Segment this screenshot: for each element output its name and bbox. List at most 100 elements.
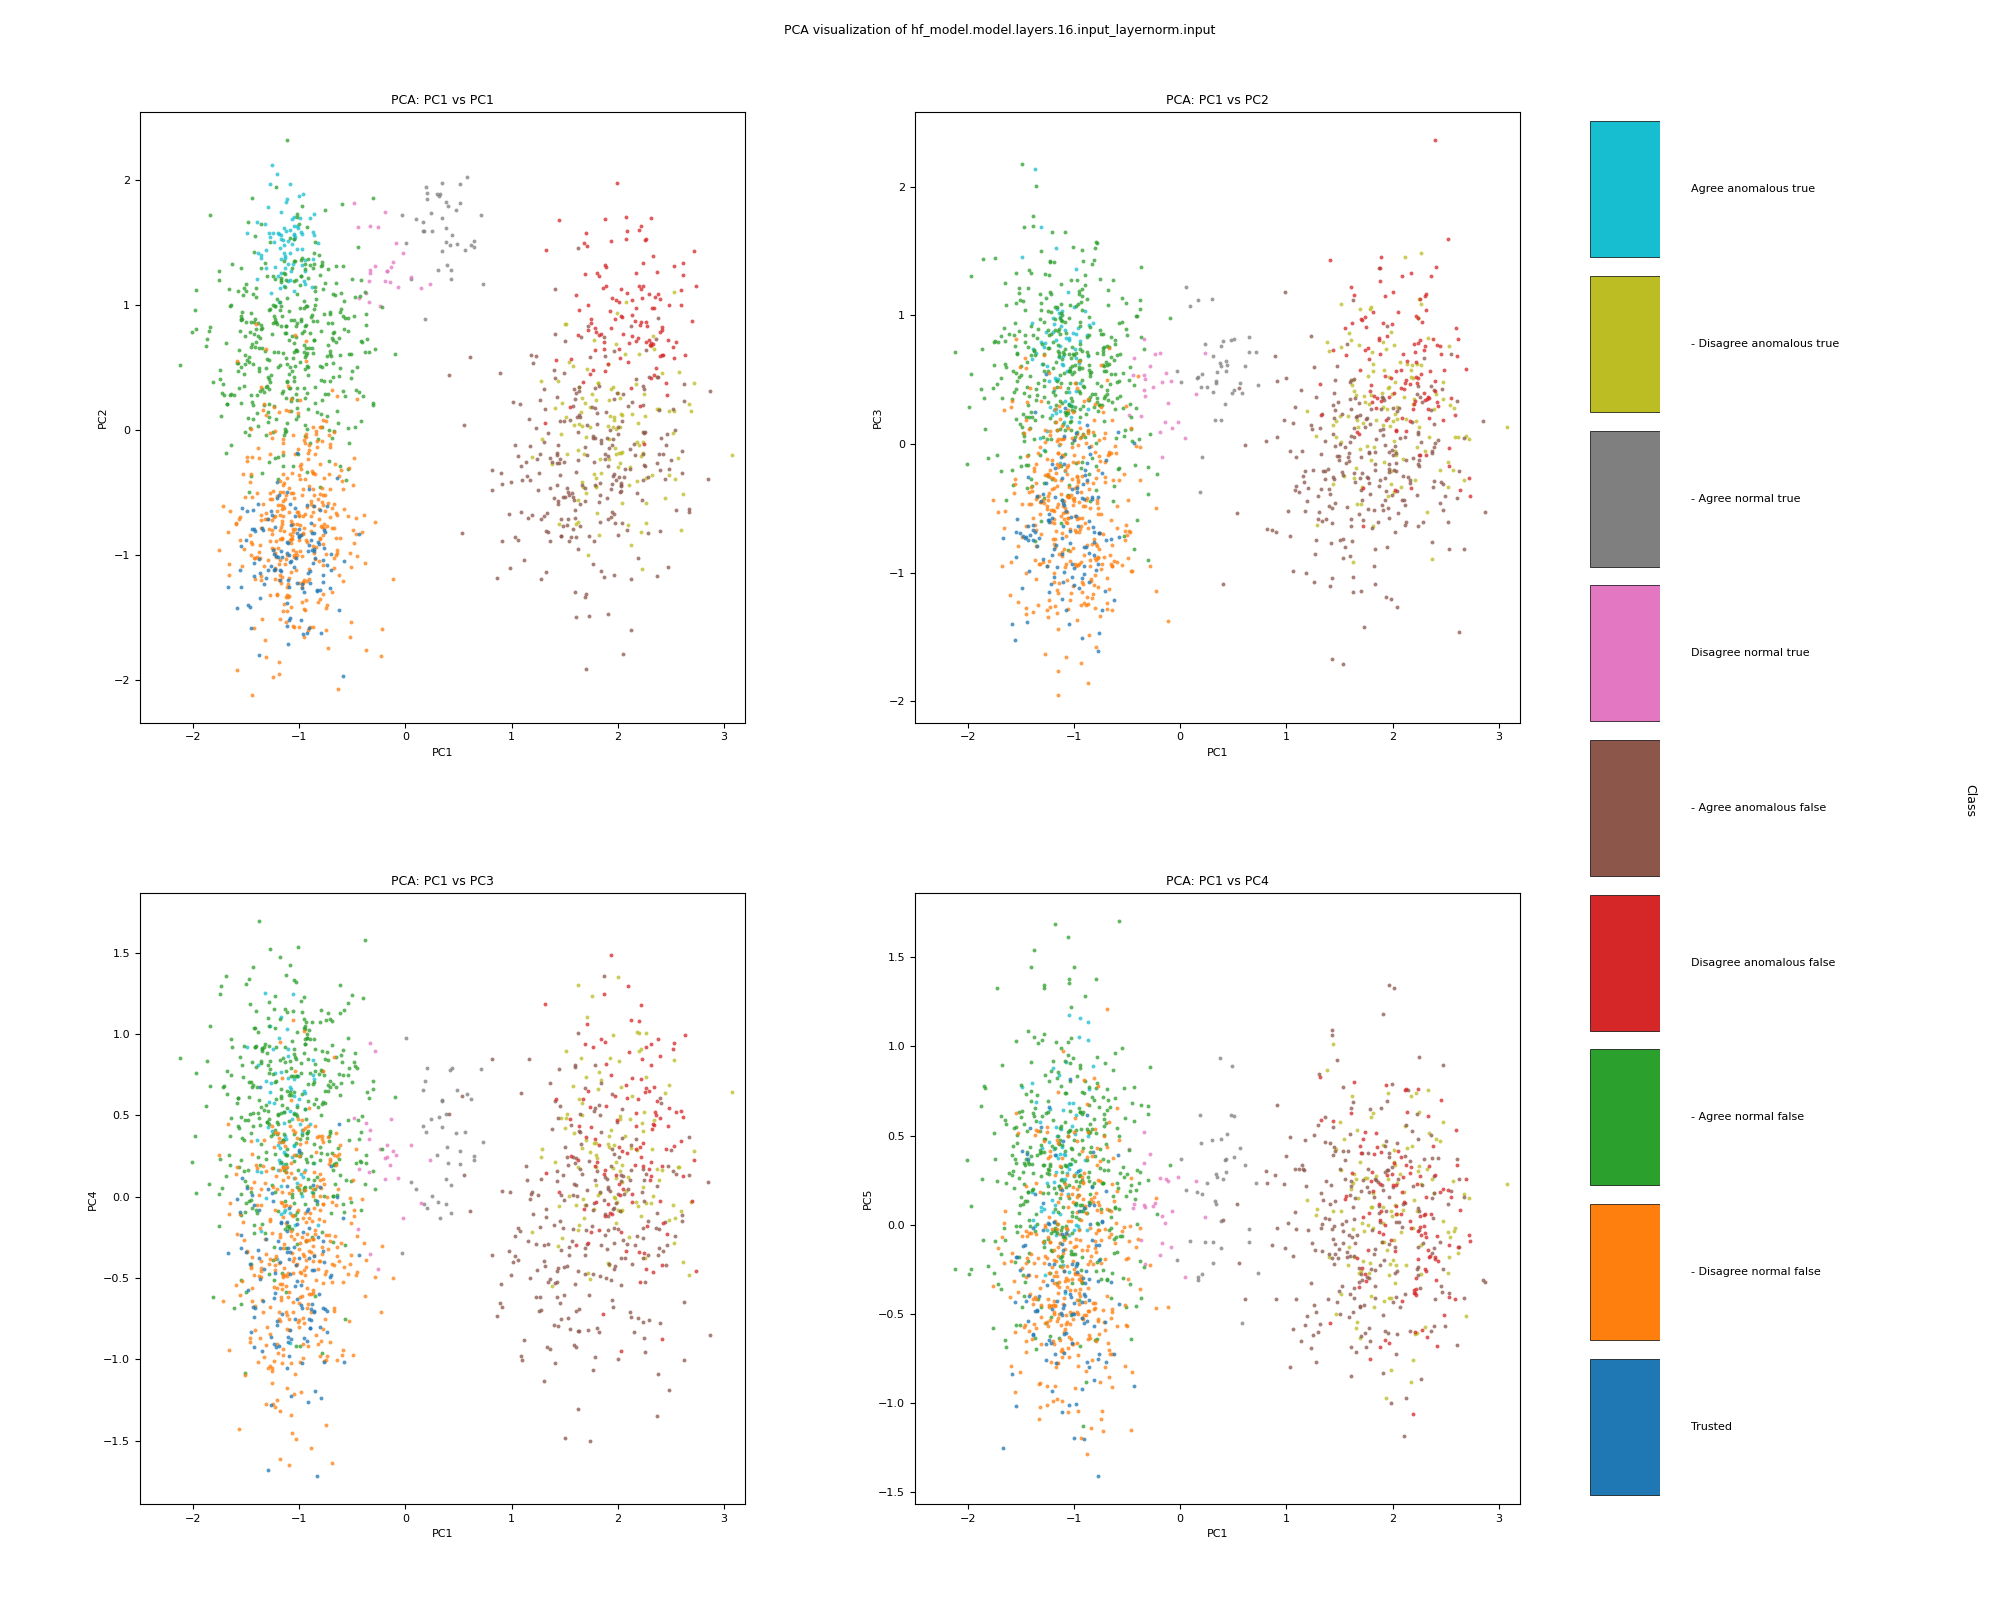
Point: [1376, 1203, 1408, 1229]
Point: [266, 472, 298, 498]
Point: [1390, 418, 1422, 443]
Point: [1258, 1162, 1290, 1187]
Point: [336, 1210, 368, 1235]
Point: [1082, 443, 1114, 469]
Point: [1020, 376, 1052, 402]
Point: [536, 450, 568, 475]
Point: [566, 398, 598, 424]
Point: [1382, 1166, 1414, 1192]
Point: [1442, 1152, 1474, 1178]
Point: [296, 309, 328, 334]
Point: [1028, 1128, 1060, 1154]
Point: [546, 1214, 578, 1240]
Point: [1442, 619, 1474, 645]
Point: [246, 1338, 278, 1363]
Point: [220, 595, 252, 621]
Point: [568, 230, 600, 256]
Point: [1096, 1269, 1128, 1294]
Point: [584, 1232, 616, 1258]
Point: [1032, 493, 1064, 518]
Point: [264, 526, 296, 552]
Point: [1030, 330, 1062, 355]
Point: [1050, 309, 1082, 334]
Point: [374, 1107, 406, 1133]
Point: [1408, 1221, 1440, 1246]
Point: [552, 1243, 584, 1269]
Point: [1114, 1214, 1146, 1240]
Point: [1426, 342, 1458, 368]
Point: [498, 389, 530, 414]
Point: [436, 222, 468, 248]
Point: [1052, 1163, 1084, 1189]
Point: [1052, 474, 1084, 499]
Point: [290, 328, 322, 354]
Point: [278, 1246, 310, 1272]
Point: [1326, 1074, 1358, 1099]
Point: [526, 566, 558, 592]
Point: [1380, 1202, 1412, 1227]
Point: [282, 1107, 314, 1133]
Point: [1376, 443, 1408, 469]
Point: [1018, 203, 1050, 229]
Point: [1314, 1243, 1346, 1269]
Point: [1060, 606, 1092, 632]
Point: [624, 1134, 656, 1160]
Point: [210, 331, 242, 357]
Point: [310, 1298, 342, 1323]
Point: [1144, 1242, 1176, 1267]
Point: [282, 1198, 314, 1224]
Point: [1046, 352, 1078, 378]
Point: [270, 1016, 302, 1042]
Point: [258, 1189, 290, 1214]
Point: [1368, 387, 1400, 413]
Point: [1402, 1256, 1434, 1282]
Point: [1008, 525, 1040, 550]
Point: [562, 1218, 594, 1243]
Point: [250, 627, 282, 653]
Point: [1090, 1110, 1122, 1136]
Point: [1058, 1090, 1090, 1115]
Point: [290, 1147, 322, 1173]
Point: [430, 253, 462, 278]
Point: [292, 568, 324, 594]
Point: [1060, 502, 1092, 528]
Point: [1028, 1229, 1060, 1254]
Point: [264, 557, 296, 582]
Point: [552, 528, 584, 554]
Point: [634, 1078, 666, 1104]
Point: [1072, 1200, 1104, 1226]
Point: [1002, 275, 1034, 301]
Point: [1004, 1213, 1036, 1238]
Point: [204, 981, 236, 1006]
Point: [238, 238, 270, 264]
Point: [512, 1227, 544, 1253]
Point: [256, 1371, 288, 1397]
Point: [326, 477, 358, 502]
Point: [254, 390, 286, 416]
Point: [1148, 1211, 1180, 1237]
Point: [580, 474, 612, 499]
Point: [1198, 379, 1230, 405]
Point: [1120, 453, 1152, 478]
Point: [1042, 1146, 1074, 1171]
Point: [1374, 365, 1406, 390]
Point: [1334, 512, 1366, 538]
Point: [222, 338, 254, 363]
Point: [1000, 1312, 1032, 1338]
Point: [1346, 1267, 1378, 1293]
Point: [366, 1136, 398, 1162]
Point: [1072, 1123, 1104, 1149]
Point: [678, 1147, 710, 1173]
Point: [642, 1362, 674, 1387]
Point: [286, 571, 318, 597]
Point: [274, 1213, 306, 1238]
Point: [1078, 395, 1110, 421]
Point: [550, 1134, 582, 1160]
Point: [1026, 1291, 1058, 1317]
Point: [312, 381, 344, 406]
Point: [1010, 408, 1042, 434]
Point: [1064, 1005, 1096, 1030]
Point: [1032, 1218, 1064, 1243]
Point: [966, 376, 998, 402]
Point: [250, 1139, 282, 1165]
